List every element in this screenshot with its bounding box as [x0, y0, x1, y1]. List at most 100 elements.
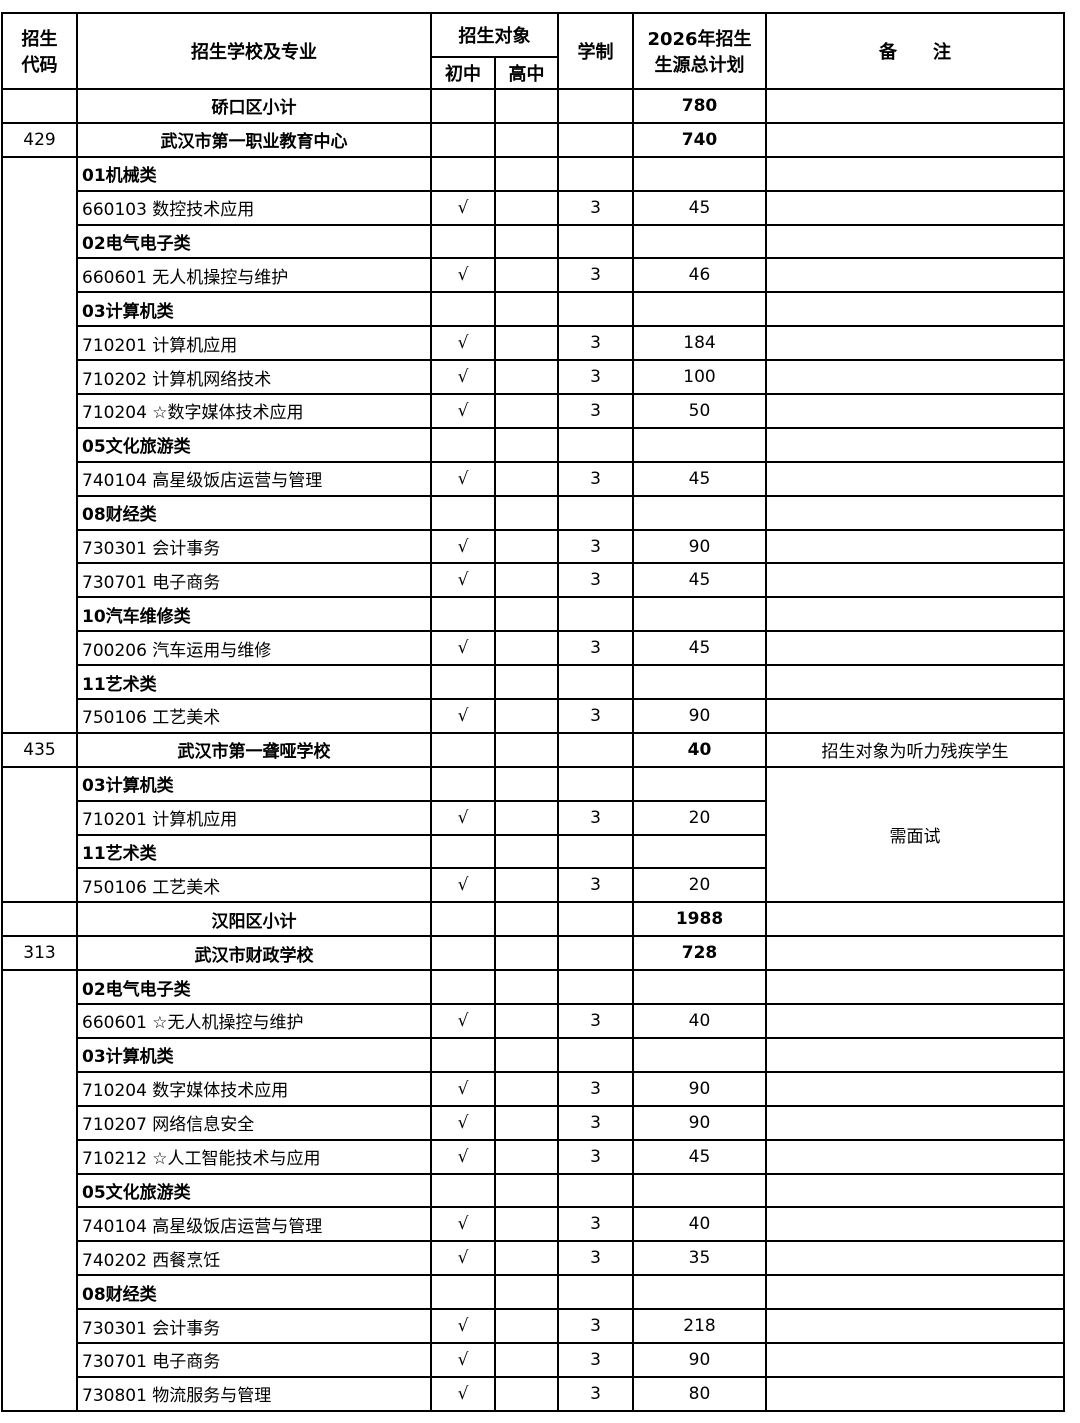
header-junior: 初中: [430, 56, 496, 90]
major-row: 730701 电子商务 √ 3 90: [2, 1341, 1065, 1378]
senior-cell: [494, 121, 559, 158]
major-name: 750106 工艺美术: [76, 867, 432, 904]
years-cell: [557, 596, 634, 633]
remark-cell: [765, 1308, 1065, 1344]
plan-cell: [632, 155, 767, 192]
category-row: 05文化旅游类: [2, 426, 1065, 463]
years-cell: [557, 969, 634, 1006]
major-row: 730701 电子商务 √ 3 45: [2, 562, 1065, 599]
category-name: 03计算机类: [76, 765, 432, 802]
junior-check: √: [430, 325, 496, 362]
remark-cell: [765, 630, 1065, 667]
years-value: 3: [557, 359, 634, 396]
category-row: 11艺术类: [2, 833, 1064, 870]
senior-cell: [494, 291, 559, 328]
major-row: 740104 高星级饭店运营与管理 √ 3 45: [2, 460, 1065, 497]
plan-cell: [632, 833, 767, 870]
category-name: 05文化旅游类: [76, 426, 432, 463]
junior-check: √: [430, 1104, 496, 1141]
years-value: 3: [557, 1308, 634, 1344]
years-value: 3: [557, 393, 634, 429]
district-subtotal-row: 硚口区小计 780: [1, 88, 1065, 124]
plan-cell: [632, 969, 767, 1006]
senior-check: [494, 630, 559, 667]
district-name: 汉阳区小计: [76, 901, 432, 938]
major-name: 710202 计算机网络技术: [76, 359, 432, 396]
category-row: 11艺术类: [2, 664, 1065, 701]
remark-cell: [765, 1375, 1065, 1412]
junior-check: √: [430, 460, 496, 497]
senior-check: [494, 1003, 559, 1039]
senior-check: [494, 1308, 559, 1344]
junior-cell: [430, 664, 496, 701]
major-row: 750106 工艺美术 √ 3 20: [2, 867, 1064, 904]
junior-cell: [430, 901, 496, 938]
remark-cell: [765, 562, 1065, 599]
senior-check: [494, 393, 559, 429]
major-name: 730301 会计事务: [76, 528, 432, 565]
years-value: 3: [557, 1003, 634, 1039]
category-row: 10汽车维修类: [2, 596, 1065, 633]
major-row: 730301 会计事务 √ 3 90: [2, 528, 1065, 565]
header-subrow: 初中 高中: [2, 56, 1064, 90]
senior-check: [494, 562, 559, 599]
plan-cell: [632, 1172, 767, 1209]
remark-cell: [765, 1274, 1065, 1311]
years-value: 3: [557, 867, 634, 904]
major-name: 730301 会计事务: [76, 1308, 432, 1344]
major-row: 660601 ☆无人机操控与维护 √ 3 40: [2, 1003, 1065, 1039]
junior-cell: [430, 1036, 496, 1073]
senior-check: [494, 460, 559, 497]
major-name: 740104 高星级饭店运营与管理: [76, 460, 432, 497]
major-name: 710204 ☆数字媒体技术应用: [76, 393, 432, 429]
plan-cell: [632, 223, 767, 260]
district-total: 780: [632, 88, 767, 124]
senior-cell: [494, 1274, 559, 1311]
school-name: 武汉市财政学校: [76, 935, 432, 972]
category-row: 02电气电子类: [1, 969, 1065, 1412]
remark-cell: [765, 359, 1065, 396]
plan-value: 45: [632, 460, 767, 497]
major-name: 730801 物流服务与管理: [76, 1375, 432, 1412]
school-row: 435 武汉市第一聋哑学校 40 招生对象为听力残疾学生: [1, 731, 1065, 768]
remark-cell: [765, 664, 1065, 701]
senior-check: [494, 528, 559, 565]
senior-cell: [494, 969, 559, 1006]
junior-check: √: [430, 1341, 496, 1378]
junior-check: √: [430, 1240, 496, 1277]
major-row: 730801 物流服务与管理 √ 3 80: [2, 1375, 1065, 1412]
years-cell: [557, 1172, 634, 1209]
years-value: 3: [557, 1206, 634, 1243]
sub-remark: 需面试: [765, 765, 1065, 904]
remark-cell: [765, 1172, 1065, 1209]
remark-cell: [765, 901, 1065, 938]
junior-check: √: [430, 867, 496, 904]
remark-cell: [765, 1240, 1065, 1277]
senior-check: [494, 189, 559, 226]
category-name: 08财经类: [76, 494, 432, 531]
senior-check: [494, 1138, 559, 1175]
school-code: 429: [1, 121, 78, 158]
school-total: 740: [632, 121, 767, 158]
major-row: 710204 数字媒体技术应用 √ 3 90: [2, 1070, 1065, 1107]
junior-cell: [430, 121, 496, 158]
plan-cell: [632, 664, 767, 701]
junior-check: √: [430, 393, 496, 429]
header-code: 招生 代码: [1, 12, 78, 90]
header-remark: 备 注: [765, 12, 1065, 90]
category-row: 02电气电子类: [2, 223, 1065, 260]
years-cell: [557, 291, 634, 328]
senior-check: [494, 257, 559, 294]
senior-cell: [494, 833, 559, 870]
junior-check: √: [430, 189, 496, 226]
major-name: 730701 电子商务: [76, 562, 432, 599]
remark-cell: [765, 88, 1065, 124]
major-name: 660601 无人机操控与维护: [76, 257, 432, 294]
major-row: 660601 无人机操控与维护 √ 3 46: [2, 257, 1065, 294]
senior-cell: [494, 664, 559, 701]
major-row: 730301 会计事务 √ 3 218: [2, 1308, 1065, 1344]
junior-check: √: [430, 1375, 496, 1412]
district-subtotal-row: 汉阳区小计 1988: [1, 901, 1065, 938]
major-row: 710202 计算机网络技术 √ 3 100: [2, 359, 1065, 396]
plan-value: 45: [632, 1138, 767, 1175]
